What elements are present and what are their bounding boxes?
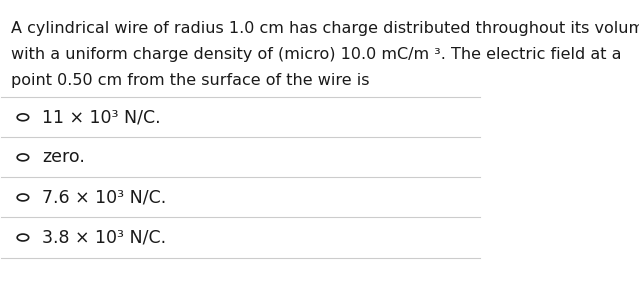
Text: zero.: zero. — [42, 148, 85, 166]
Text: with a uniform charge density of (micro) 10.0 mC/m ³. The electric field at a: with a uniform charge density of (micro)… — [11, 47, 622, 62]
Text: point 0.50 cm from the surface of the wire is: point 0.50 cm from the surface of the wi… — [11, 73, 369, 88]
Text: 11 × 10³ N/C.: 11 × 10³ N/C. — [42, 108, 160, 126]
Text: 3.8 × 10³ N/C.: 3.8 × 10³ N/C. — [42, 229, 166, 247]
Text: A cylindrical wire of radius 1.0 cm has charge distributed throughout its volume: A cylindrical wire of radius 1.0 cm has … — [11, 21, 639, 36]
Text: 7.6 × 10³ N/C.: 7.6 × 10³ N/C. — [42, 188, 166, 206]
